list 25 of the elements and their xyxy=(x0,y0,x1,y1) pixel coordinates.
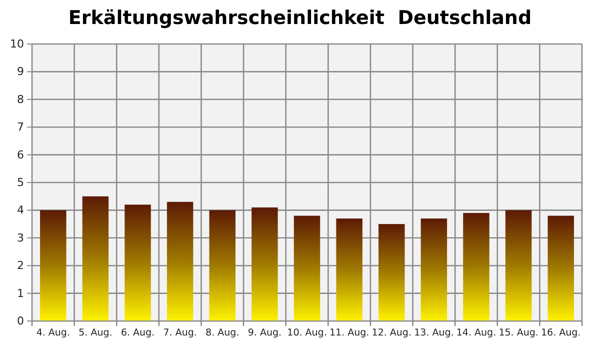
y-tick-label: 3 xyxy=(17,231,24,244)
x-tick-label: 11. Aug. xyxy=(329,327,370,338)
y-tick-label: 8 xyxy=(17,92,24,106)
x-tick-label: 12. Aug. xyxy=(372,327,412,338)
y-tick-label: 0 xyxy=(17,314,24,328)
x-tick-label: 16. Aug. xyxy=(540,327,581,338)
x-tick-label: 10. Aug. xyxy=(287,327,327,338)
x-tick-label: 8. Aug. xyxy=(206,327,240,338)
y-tick-label: 10 xyxy=(10,38,24,51)
x-tick-label: 14. Aug. xyxy=(456,327,496,338)
x-tick-label: 6. Aug. xyxy=(120,327,155,338)
x-tick-label: 4. Aug. xyxy=(36,327,70,338)
y-tick-label: 6 xyxy=(17,148,24,162)
y-tick-label: 5 xyxy=(17,176,24,190)
y-tick-label: 7 xyxy=(17,120,24,134)
x-tick-label: 9. Aug. xyxy=(248,327,282,338)
y-tick-label: 1 xyxy=(17,286,24,300)
x-tick-label: 15. Aug. xyxy=(498,327,538,338)
chart-title: Erkältungswahrscheinlichkeit Deutschland xyxy=(68,7,532,29)
x-tick-label: 5. Aug. xyxy=(78,327,112,338)
x-tick-label: 13. Aug. xyxy=(414,327,454,338)
y-tick-label: 2 xyxy=(17,259,24,272)
y-tick-label: 4 xyxy=(17,204,24,217)
x-tick-label: 7. Aug. xyxy=(163,327,197,338)
y-tick-label: 9 xyxy=(17,65,24,78)
